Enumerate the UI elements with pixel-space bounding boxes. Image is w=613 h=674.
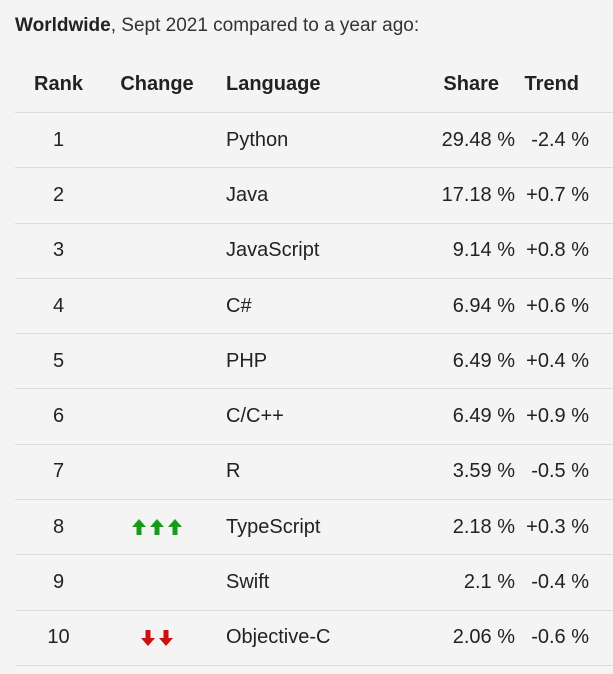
language-cell: Java <box>212 167 377 224</box>
trend-cell: +0.3 % <box>515 499 613 555</box>
header-change: Change <box>120 73 194 95</box>
table-body: 1 Python 29.48 % -2.4 % 2 Java 17.18 % +0.7 % 3 J… <box>15 111 613 666</box>
header-trend: Trend <box>524 73 579 95</box>
arrow-down-icon <box>159 630 173 647</box>
trend-cell: -0.6 % <box>515 609 613 666</box>
arrow-up-icon <box>168 519 182 536</box>
rank-cell: 4 <box>15 277 102 334</box>
change-cell <box>102 222 212 279</box>
rank-cell: 5 <box>15 333 102 389</box>
share-cell: 6.49 % <box>377 333 515 389</box>
share-cell: 2.1 % <box>377 554 515 611</box>
language-cell: Python <box>212 111 377 168</box>
table-row: 8 TypeScript 2.18 % +0.3 % <box>15 499 613 555</box>
rank-cell: 1 <box>15 111 102 168</box>
trend-cell: +0.4 % <box>515 333 613 389</box>
rank-cell: 7 <box>15 443 102 500</box>
language-cell: C# <box>212 277 377 334</box>
arrow-up-icon <box>132 519 146 536</box>
share-cell: 29.48 % <box>377 111 515 168</box>
table-row: 7 R 3.59 % -0.5 % <box>15 443 613 500</box>
language-cell: PHP <box>212 333 377 389</box>
language-cell: R <box>212 443 377 500</box>
table-row: 2 Java 17.18 % +0.7 % <box>15 167 613 224</box>
trend-cell: +0.8 % <box>515 222 613 279</box>
language-cell: TypeScript <box>212 499 377 555</box>
rank-cell: 10 <box>15 609 102 666</box>
rank-cell: 8 <box>15 499 102 555</box>
change-cell <box>102 443 212 500</box>
trend-cell: +0.7 % <box>515 167 613 224</box>
change-cell <box>102 388 212 445</box>
language-cell: Swift <box>212 554 377 611</box>
change-cell <box>102 499 212 555</box>
change-cell <box>102 167 212 224</box>
change-cell <box>102 609 212 666</box>
header-row: Rank Change Language Share Trend <box>15 57 613 113</box>
table-row: 5 PHP 6.49 % +0.4 % <box>15 333 613 389</box>
language-cell: Objective-C <box>212 609 377 666</box>
share-cell: 9.14 % <box>377 222 515 279</box>
trend-cell: -0.5 % <box>515 443 613 500</box>
change-indicator <box>131 517 183 537</box>
share-cell: 2.18 % <box>377 499 515 555</box>
language-cell: JavaScript <box>212 222 377 279</box>
language-ranking-table: Rank Change Language Share Trend 1 Python… <box>15 57 613 666</box>
rank-cell: 3 <box>15 222 102 279</box>
caption-text: , Sept 2021 compared to a year ago: <box>110 15 420 36</box>
header-language: Language <box>226 73 321 95</box>
table-row: 10 Objective-C 2.06 % -0.6 % <box>15 609 613 666</box>
share-cell: 2.06 % <box>377 609 515 666</box>
share-cell: 17.18 % <box>377 167 515 224</box>
trend-cell: +0.6 % <box>515 277 613 334</box>
table-caption: Worldwide, Sept 2021 compared to a year … <box>15 14 419 38</box>
share-cell: 3.59 % <box>377 443 515 500</box>
trend-cell: -0.4 % <box>515 554 613 611</box>
share-cell: 6.94 % <box>377 277 515 334</box>
arrow-down-icon <box>141 630 155 647</box>
table-row: 1 Python 29.48 % -2.4 % <box>15 111 613 168</box>
table-row: 4 C# 6.94 % +0.6 % <box>15 277 613 334</box>
rank-cell: 2 <box>15 167 102 224</box>
rank-cell: 6 <box>15 388 102 445</box>
share-cell: 6.49 % <box>377 388 515 445</box>
header-share: Share <box>443 73 499 95</box>
change-cell <box>102 554 212 611</box>
table-row: 3 JavaScript 9.14 % +0.8 % <box>15 222 613 279</box>
table-row: 6 C/C++ 6.49 % +0.9 % <box>15 388 613 445</box>
change-indicator <box>140 628 174 648</box>
change-cell <box>102 111 212 168</box>
rank-cell: 9 <box>15 554 102 611</box>
trend-cell: +0.9 % <box>515 388 613 445</box>
arrow-up-icon <box>150 519 164 536</box>
caption-region: Worldwide <box>15 15 111 36</box>
header-rank: Rank <box>34 73 83 95</box>
table-row: 9 Swift 2.1 % -0.4 % <box>15 554 613 611</box>
change-cell <box>102 277 212 334</box>
change-cell <box>102 333 212 389</box>
language-cell: C/C++ <box>212 388 377 445</box>
trend-cell: -2.4 % <box>515 111 613 168</box>
